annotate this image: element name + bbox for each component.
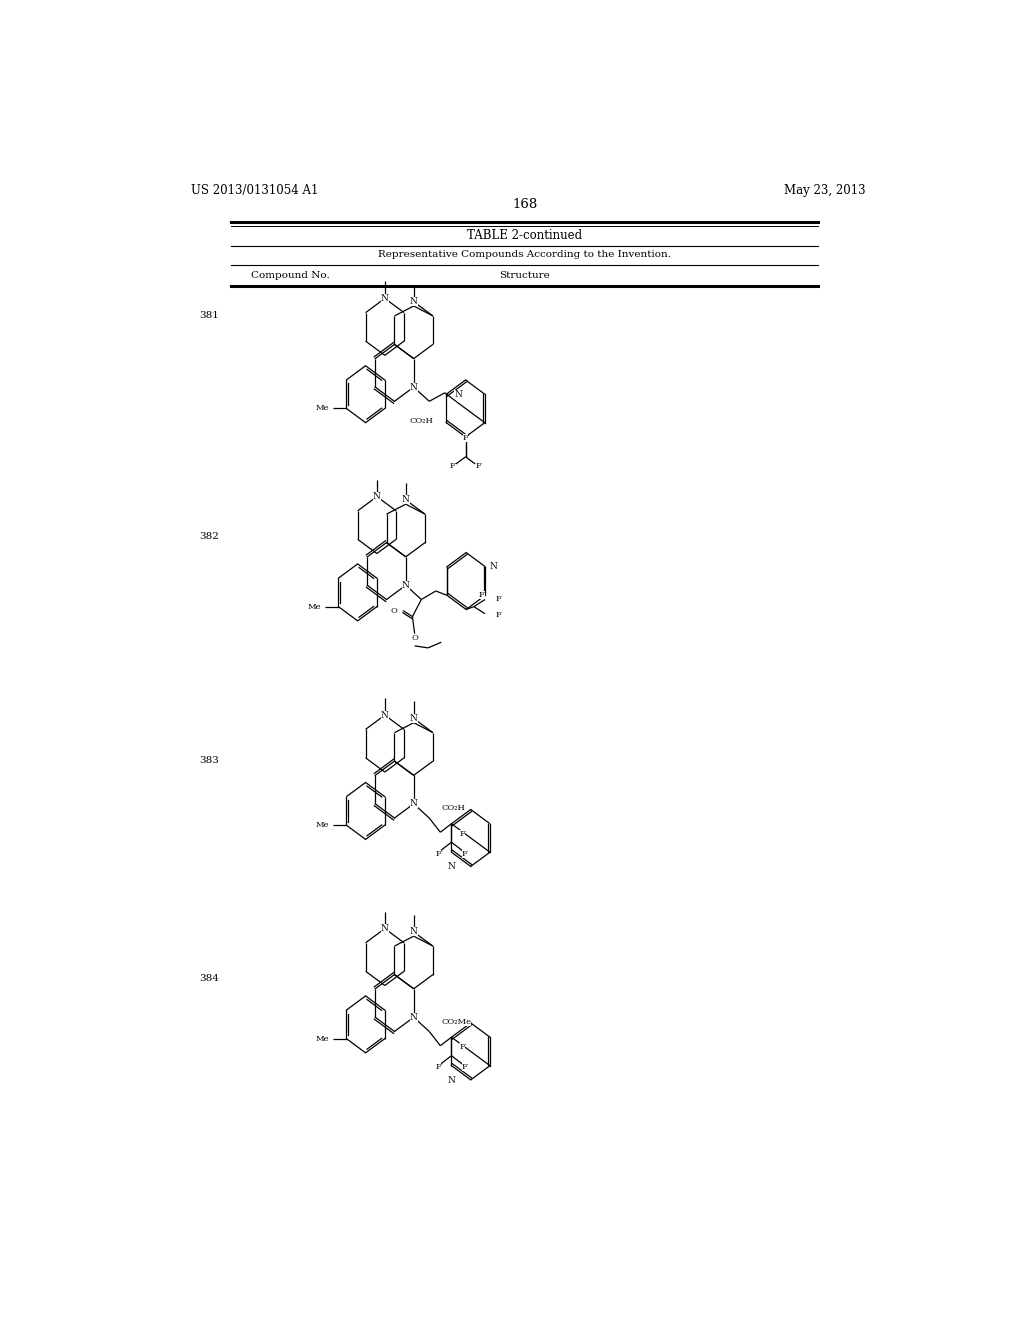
Text: N: N (410, 714, 418, 723)
Text: 382: 382 (200, 532, 219, 541)
Text: N: N (381, 294, 389, 302)
Text: N: N (401, 495, 410, 504)
Text: N: N (455, 389, 462, 399)
Text: F: F (496, 595, 501, 603)
Text: CO₂Me: CO₂Me (441, 1018, 471, 1026)
Text: N: N (410, 1012, 418, 1022)
Text: 381: 381 (200, 312, 219, 321)
Text: 384: 384 (200, 974, 219, 983)
Text: F: F (496, 611, 501, 619)
Text: TABLE 2-continued: TABLE 2-continued (467, 230, 583, 242)
Text: N: N (401, 581, 410, 590)
Text: Me: Me (315, 1035, 329, 1043)
Text: F: F (463, 433, 468, 441)
Text: Representative Compounds According to the Invention.: Representative Compounds According to th… (378, 251, 672, 260)
Text: F: F (435, 850, 441, 858)
Text: N: N (447, 862, 456, 871)
Text: F: F (460, 1043, 465, 1051)
Text: N: N (410, 928, 418, 936)
Text: Me: Me (307, 603, 322, 611)
Text: Compound No.: Compound No. (251, 271, 330, 280)
Text: May 23, 2013: May 23, 2013 (784, 185, 866, 198)
Text: O: O (412, 634, 418, 642)
Text: F: F (462, 850, 468, 858)
Text: 383: 383 (200, 755, 219, 764)
Text: Structure: Structure (500, 271, 550, 280)
Text: N: N (410, 800, 418, 808)
Text: F: F (462, 1063, 468, 1071)
Text: 168: 168 (512, 198, 538, 211)
Text: N: N (447, 1076, 456, 1085)
Text: Me: Me (315, 821, 329, 829)
Text: F: F (435, 1063, 441, 1071)
Text: Me: Me (315, 404, 329, 412)
Text: CO₂H: CO₂H (410, 417, 433, 425)
Text: F: F (450, 462, 456, 470)
Text: US 2013/0131054 A1: US 2013/0131054 A1 (191, 185, 318, 198)
Text: N: N (381, 710, 389, 719)
Text: N: N (489, 562, 498, 572)
Text: F: F (460, 830, 465, 838)
Text: F: F (479, 591, 484, 599)
Text: F: F (476, 462, 481, 470)
Text: N: N (373, 492, 381, 502)
Text: N: N (381, 924, 389, 933)
Text: N: N (410, 297, 418, 306)
Text: CO₂H: CO₂H (441, 804, 465, 812)
Text: N: N (410, 383, 418, 392)
Text: O: O (390, 607, 397, 615)
